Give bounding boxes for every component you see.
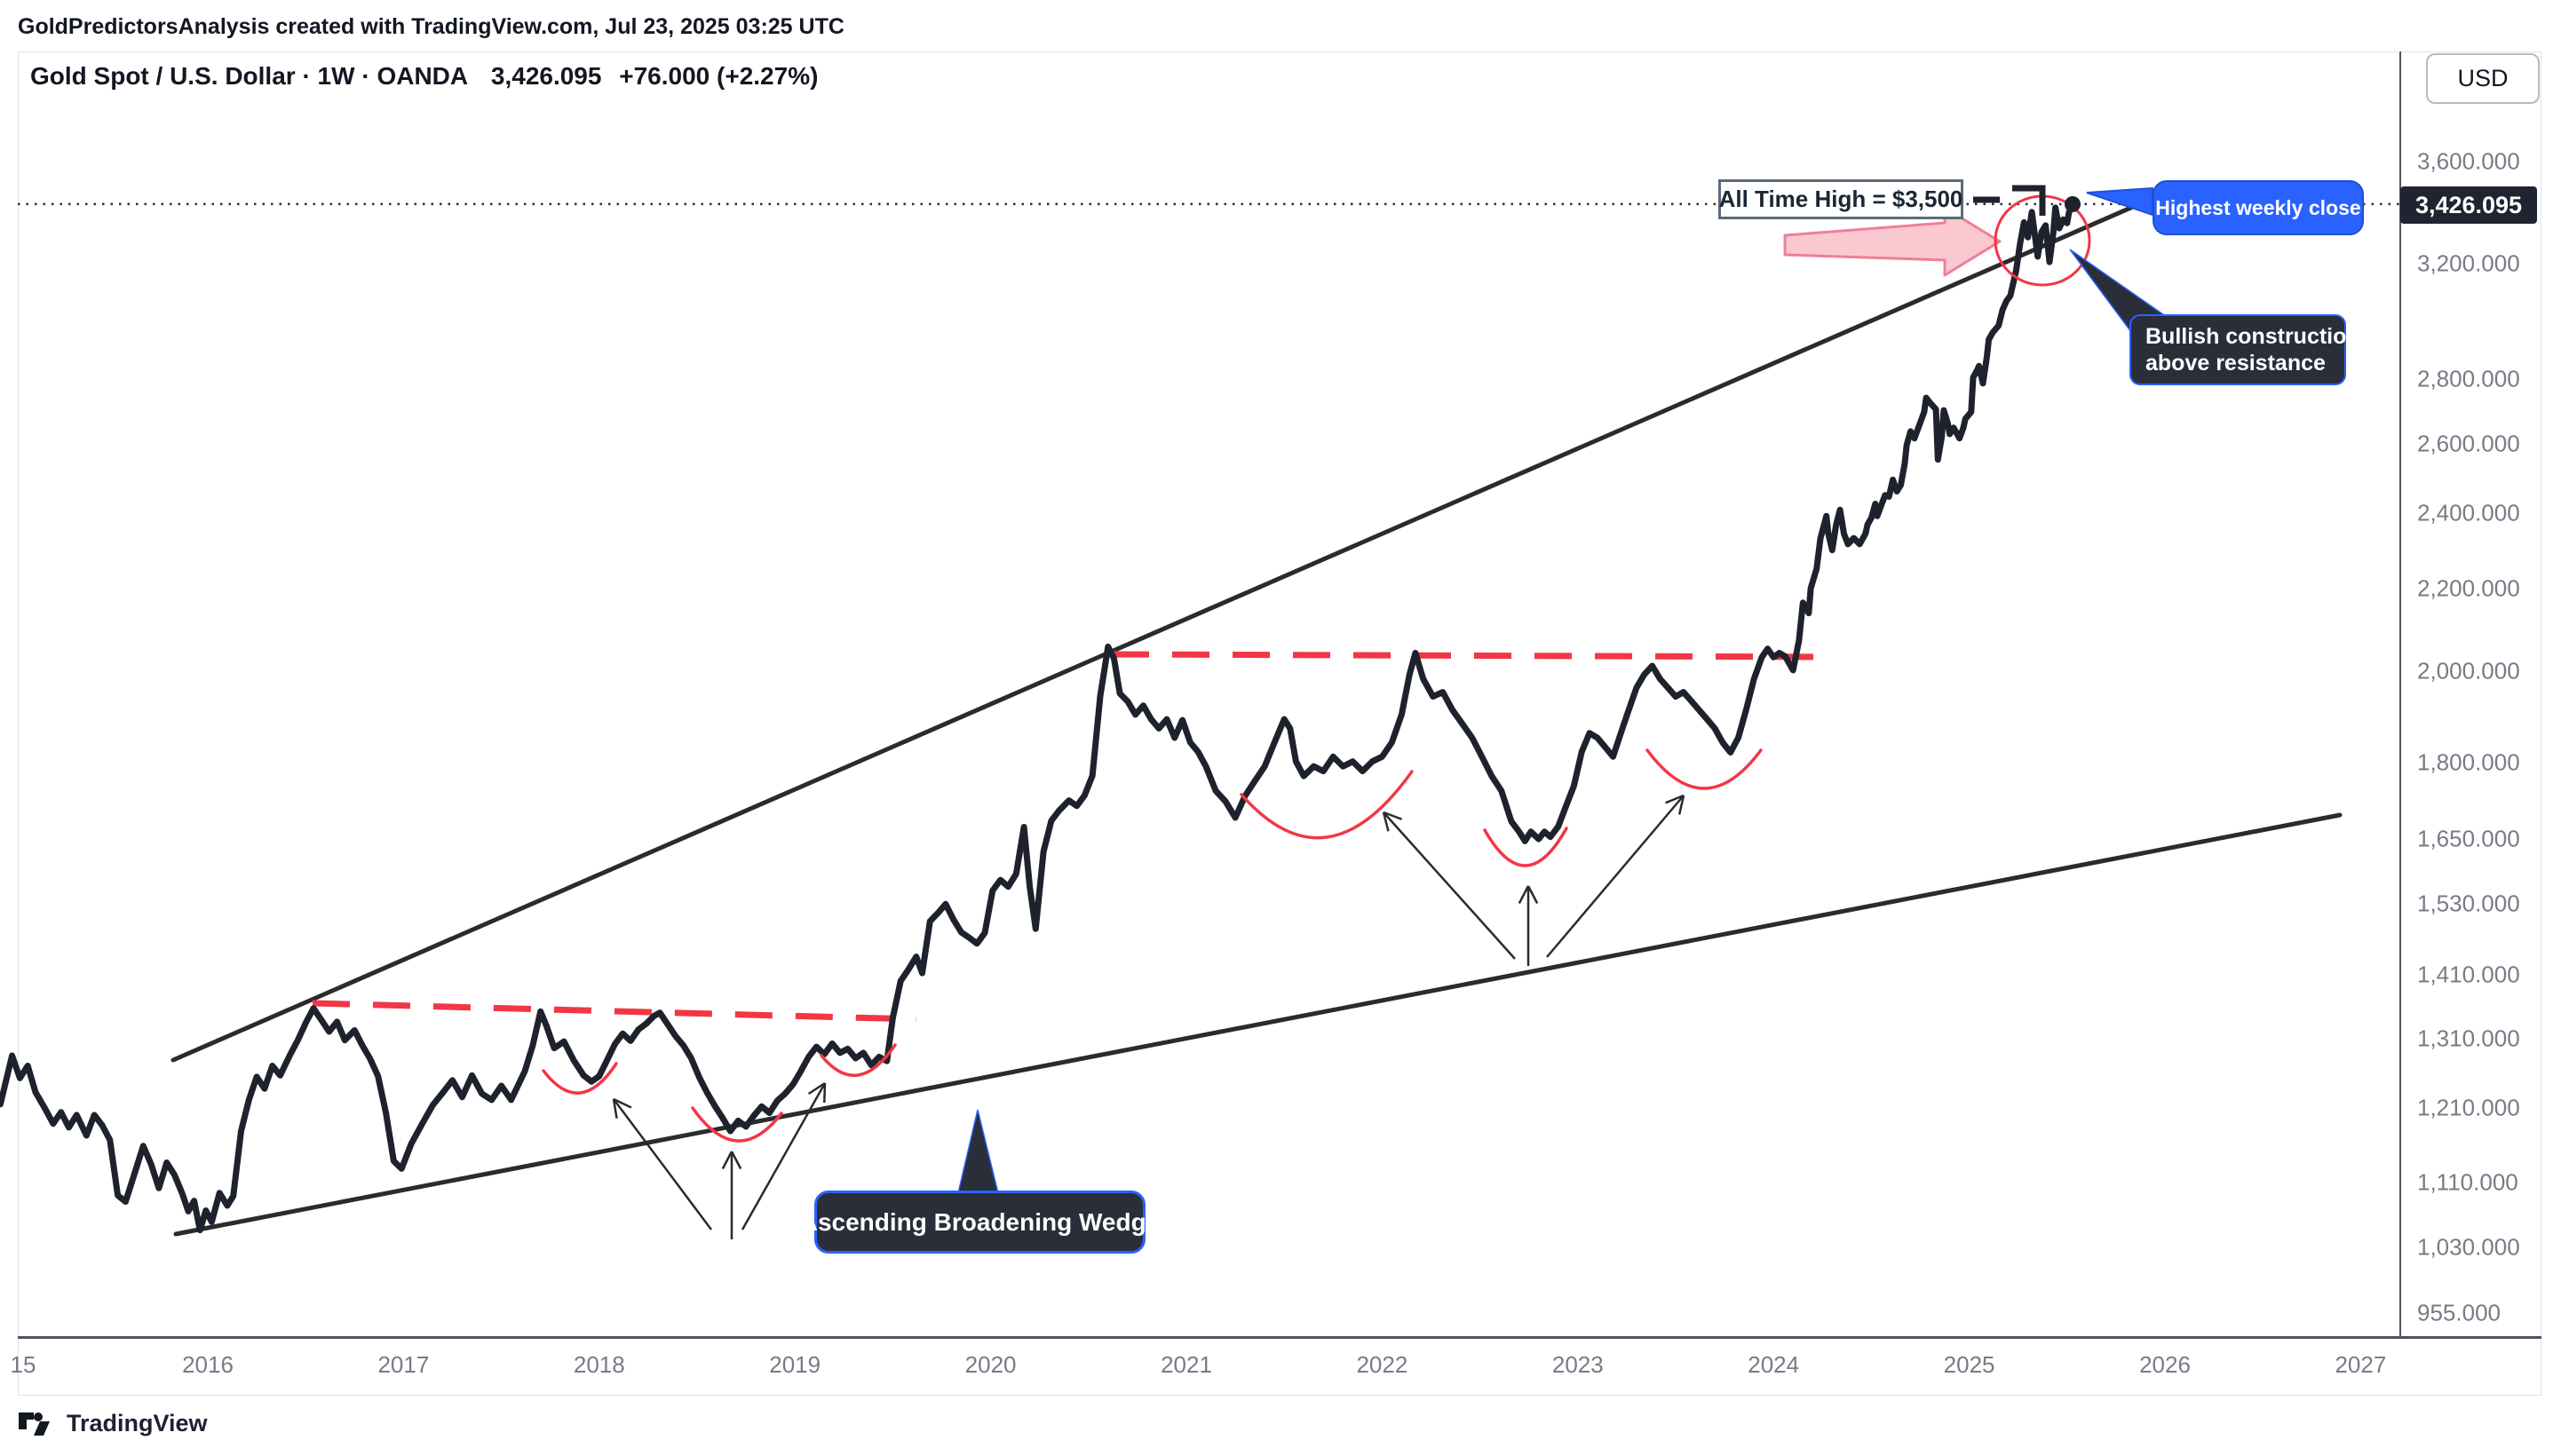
time-tick-label: 2026	[2139, 1351, 2191, 1378]
price-tick-label: 1,030.000	[2417, 1233, 2520, 1261]
time-tick-label: 2017	[377, 1351, 430, 1378]
price-tick-label: 1,410.000	[2417, 961, 2520, 988]
currency-usd-button[interactable]: USD	[2426, 53, 2540, 104]
price-tick-label: 3,200.000	[2417, 249, 2520, 277]
annotation-arrow	[1383, 811, 1516, 960]
price-tick-label: 1,310.000	[2417, 1025, 2520, 1052]
time-tick-label: 2022	[1356, 1351, 1408, 1378]
price-tick-label: 1,650.000	[2417, 825, 2520, 851]
wedge-callout-tail	[957, 1109, 999, 1194]
price-tick-label: 1,530.000	[2417, 890, 2520, 917]
annotation-arrowhead	[1382, 811, 1390, 832]
tradingview-logo[interactable]: TradingView	[19, 1410, 208, 1437]
ascending-broadening-wedge-callout[interactable]: Ascending Broadening Wedge	[800, 1191, 1160, 1254]
time-tick-label: 15	[10, 1351, 36, 1378]
price-tick-label: 2,600.000	[2417, 430, 2520, 457]
annotation-arrowhead	[721, 1151, 733, 1170]
price-tick-label: 2,800.000	[2417, 365, 2520, 392]
price-change-value: +76.000 (+2.27%)	[619, 62, 819, 90]
all-time-high-label[interactable]: All Time High = $3,500	[1718, 179, 1963, 219]
price-tick-label: 2,000.000	[2417, 657, 2520, 684]
red-cup-arc	[820, 1043, 897, 1078]
time-tick-label: 2023	[1551, 1351, 1604, 1378]
time-tick-label: 2016	[182, 1351, 234, 1378]
lower-wedge-trendline	[173, 812, 2343, 1237]
price-tick-label: 2,200.000	[2417, 574, 2520, 602]
time-axis-separator	[18, 1336, 2541, 1339]
last-price-value: 3,426.095	[490, 62, 602, 90]
price-tick-label: 1,800.000	[2417, 748, 2520, 776]
tradingview-logo-text: TradingView	[67, 1410, 208, 1436]
ath-elbow-mark	[2012, 185, 2046, 216]
time-tick-label: 2021	[1161, 1351, 1212, 1378]
annotation-arrowhead	[1383, 811, 1403, 820]
annotation-arrowhead	[823, 1082, 827, 1104]
red-cup-arc	[542, 1062, 618, 1095]
annotation-arrowhead	[1677, 795, 1685, 815]
symbol-title-row[interactable]: Gold Spot / U.S. Dollar · 1W · OANDA 3,4…	[30, 62, 818, 91]
annotation-arrow	[1546, 795, 1685, 958]
annotation-arrowhead	[613, 1097, 632, 1109]
time-tick-label: 2020	[964, 1351, 1017, 1378]
time-tick-label: 2024	[1748, 1351, 1800, 1378]
red-cup-arc	[1240, 770, 1414, 840]
price-axis-separator	[2399, 51, 2401, 1336]
bullish-callout-line1: Bullish construction	[2145, 324, 2360, 349]
annotation-arrowhead	[1526, 885, 1539, 905]
annotation-arrow	[741, 1082, 827, 1230]
red-cup-arc	[1483, 827, 1568, 867]
red-cup-arc	[1645, 748, 1763, 790]
annotation-arrow	[612, 1098, 713, 1230]
highest-weekly-close-callout[interactable]: Highest weekly close	[2153, 180, 2364, 235]
price-tick-label: 3,600.000	[2417, 147, 2520, 174]
red-cup-arc	[691, 1106, 783, 1143]
price-tick-label: 1,110.000	[2417, 1168, 2518, 1196]
red-dashed-resistance-line	[1111, 651, 1832, 661]
time-tick-label: 2019	[769, 1351, 821, 1378]
bullish-construction-callout[interactable]: Bullish construction above resistance	[2129, 314, 2360, 385]
annotation-arrowhead	[730, 1151, 742, 1170]
annotation-arrowhead	[1518, 885, 1530, 905]
symbol-title: Gold Spot / U.S. Dollar · 1W · OANDA	[30, 62, 469, 90]
red-dashed-resistance-line	[312, 1000, 917, 1023]
time-tick-label: 2027	[2335, 1351, 2387, 1378]
attribution-text: GoldPredictorsAnalysis created with Trad…	[18, 14, 844, 39]
time-tick-label: 2018	[573, 1351, 625, 1378]
price-line-series	[0, 201, 2076, 1234]
current-price-tag: 3,426.095	[2400, 186, 2537, 224]
price-tick-label: 955.000	[2417, 1299, 2501, 1326]
annotation-arrowhead	[807, 1081, 826, 1096]
time-tick-label: 2025	[1943, 1351, 1995, 1378]
highest-weekly-close-dot	[2065, 196, 2081, 212]
pink-breakout-arrow	[1783, 206, 2002, 277]
annotation-arrowhead	[1665, 794, 1685, 804]
price-tick-label: 1,210.000	[2417, 1094, 2520, 1121]
price-tick-label: 2,400.000	[2417, 499, 2520, 526]
upper-wedge-trendline	[170, 198, 2150, 1063]
tradingview-logo-icon	[19, 1412, 50, 1436]
bullish-callout-line2: above resistance	[2145, 351, 2326, 376]
annotation-arrowhead	[612, 1098, 618, 1119]
